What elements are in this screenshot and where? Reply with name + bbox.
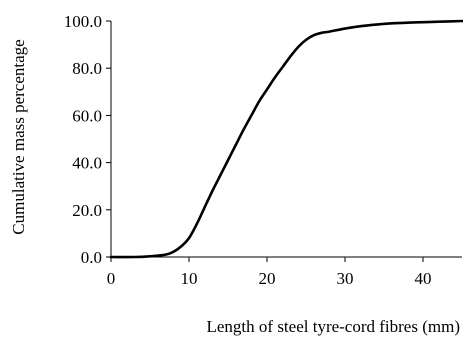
x-axis-title: Length of steel tyre-cord fibres (mm) — [207, 317, 461, 336]
x-tick-label: 20 — [259, 269, 276, 288]
x-axis-ticks: 0 10 20 30 40 — [107, 257, 432, 288]
y-tick-label: 20.0 — [72, 201, 102, 220]
y-axis-ticks: 0.0 20.0 40.0 60.0 80.0 100.0 — [64, 12, 111, 267]
series-line — [109, 19, 463, 259]
y-axis-title: Cumulative mass percentage — [9, 39, 28, 234]
x-tick-label: 10 — [181, 269, 198, 288]
x-tick-label: 0 — [107, 269, 116, 288]
y-tick-label: 80.0 — [72, 59, 102, 78]
series-layer — [109, 19, 463, 259]
x-tick-label: 40 — [415, 269, 432, 288]
y-tick-label: 60.0 — [72, 106, 102, 125]
x-tick-label: 30 — [337, 269, 354, 288]
chart-axes — [110, 21, 462, 258]
y-tick-label: 40.0 — [72, 154, 102, 173]
y-tick-label: 0.0 — [81, 248, 102, 267]
y-tick-label: 100.0 — [64, 12, 102, 31]
